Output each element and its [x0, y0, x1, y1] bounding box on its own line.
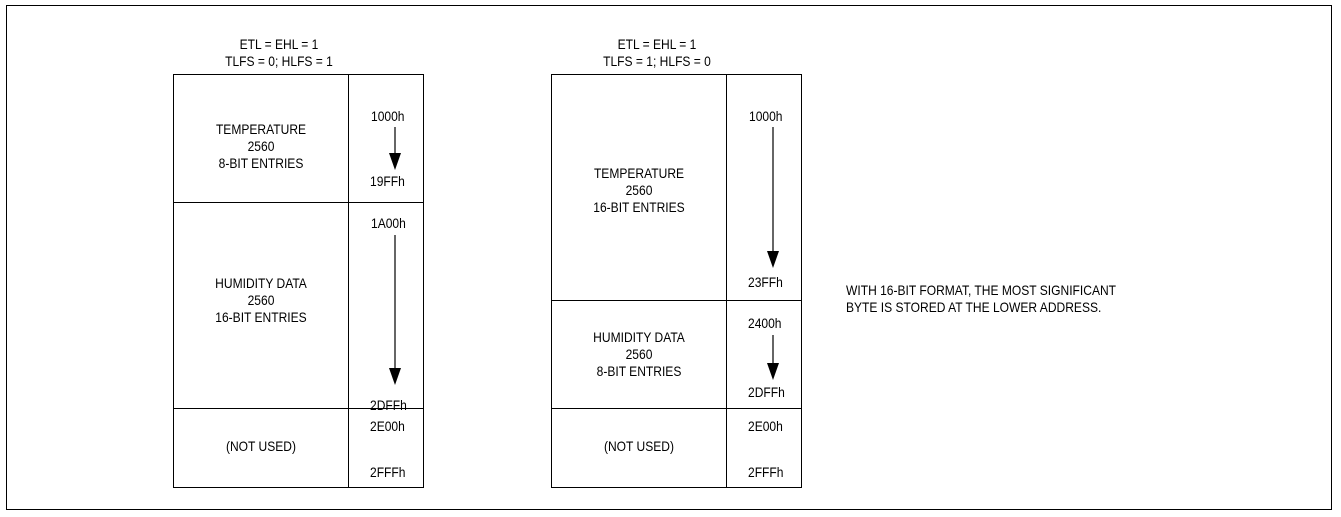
- left-region-divider-2: [174, 408, 423, 409]
- left-temperature-format: 8-BIT ENTRIES: [218, 155, 304, 171]
- left-memory-map: TEMPERATURE 2560 8-BIT ENTRIES HUMIDITY …: [173, 74, 424, 488]
- right-temperature-start-address: 1000h: [749, 108, 783, 124]
- byte-order-note-line1: WITH 16-BIT FORMAT, THE MOST SIGNIFICANT: [846, 282, 1117, 298]
- right-humidity-start-address: 2400h: [748, 315, 782, 331]
- left-temperature-name: TEMPERATURE: [215, 121, 307, 137]
- right-unused-start-address: 2E00h: [748, 418, 783, 434]
- right-address-column-divider: [726, 75, 727, 487]
- left-temperature-range-arrow: [389, 127, 401, 170]
- left-caption-line1: ETL = EHL = 1: [239, 36, 319, 52]
- right-humidity-region-label: HUMIDITY DATA 2560 8-BIT ENTRIES: [564, 329, 714, 380]
- left-unused-region-label: (NOT USED): [186, 438, 336, 455]
- right-temperature-name: TEMPERATURE: [593, 165, 685, 181]
- right-temperature-format: 16-BIT ENTRIES: [593, 199, 685, 215]
- left-humidity-count: 2560: [247, 292, 275, 308]
- right-temperature-region-label: TEMPERATURE 2560 16-BIT ENTRIES: [564, 165, 714, 216]
- right-caption-line2: TLFS = 1; HLFS = 0: [603, 53, 711, 69]
- byte-order-note-line2: BYTE IS STORED AT THE LOWER ADDRESS.: [846, 299, 1102, 315]
- left-temperature-region-label: TEMPERATURE 2560 8-BIT ENTRIES: [186, 121, 336, 172]
- right-humidity-range-arrow: [767, 335, 779, 380]
- right-region-divider-2: [552, 408, 801, 409]
- left-caption-line2: TLFS = 0; HLFS = 1: [225, 53, 333, 69]
- right-humidity-format: 8-BIT ENTRIES: [596, 363, 682, 379]
- left-region-divider-1: [174, 202, 423, 203]
- right-unused-region-label: (NOT USED): [564, 438, 714, 455]
- left-humidity-name: HUMIDITY DATA: [215, 275, 307, 291]
- right-memory-map: TEMPERATURE 2560 16-BIT ENTRIES HUMIDITY…: [551, 74, 802, 488]
- right-temperature-range-arrow: [767, 127, 779, 268]
- figure-frame: [6, 5, 1332, 510]
- right-map-caption: ETL = EHL = 1 TLFS = 1; HLFS = 0: [597, 36, 717, 70]
- left-temperature-start-address: 1000h: [371, 108, 405, 124]
- left-humidity-region-label: HUMIDITY DATA 2560 16-BIT ENTRIES: [186, 275, 336, 326]
- right-humidity-end-address: 2DFFh: [748, 384, 785, 400]
- right-region-divider-1: [552, 300, 801, 301]
- right-humidity-count: 2560: [625, 346, 653, 362]
- right-temperature-count: 2560: [625, 182, 653, 198]
- left-humidity-start-address: 1A00h: [371, 215, 406, 231]
- left-map-caption: ETL = EHL = 1 TLFS = 0; HLFS = 1: [219, 36, 339, 70]
- left-humidity-range-arrow: [389, 235, 401, 385]
- right-humidity-name: HUMIDITY DATA: [593, 329, 685, 345]
- right-caption-line1: ETL = EHL = 1: [617, 36, 697, 52]
- left-temperature-count: 2560: [247, 138, 275, 154]
- left-address-column-divider: [348, 75, 349, 487]
- right-temperature-end-address: 23FFh: [748, 274, 783, 290]
- right-unused-text: (NOT USED): [603, 438, 675, 454]
- right-unused-end-address: 2FFFh: [748, 464, 784, 480]
- left-unused-end-address: 2FFFh: [370, 464, 406, 480]
- left-unused-start-address: 2E00h: [370, 418, 405, 434]
- left-humidity-format: 16-BIT ENTRIES: [215, 309, 307, 325]
- byte-order-note: WITH 16-BIT FORMAT, THE MOST SIGNIFICANT…: [846, 282, 1116, 316]
- left-unused-text: (NOT USED): [225, 438, 297, 454]
- left-humidity-end-address: 2DFFh: [370, 397, 407, 413]
- left-temperature-end-address: 19FFh: [370, 173, 405, 189]
